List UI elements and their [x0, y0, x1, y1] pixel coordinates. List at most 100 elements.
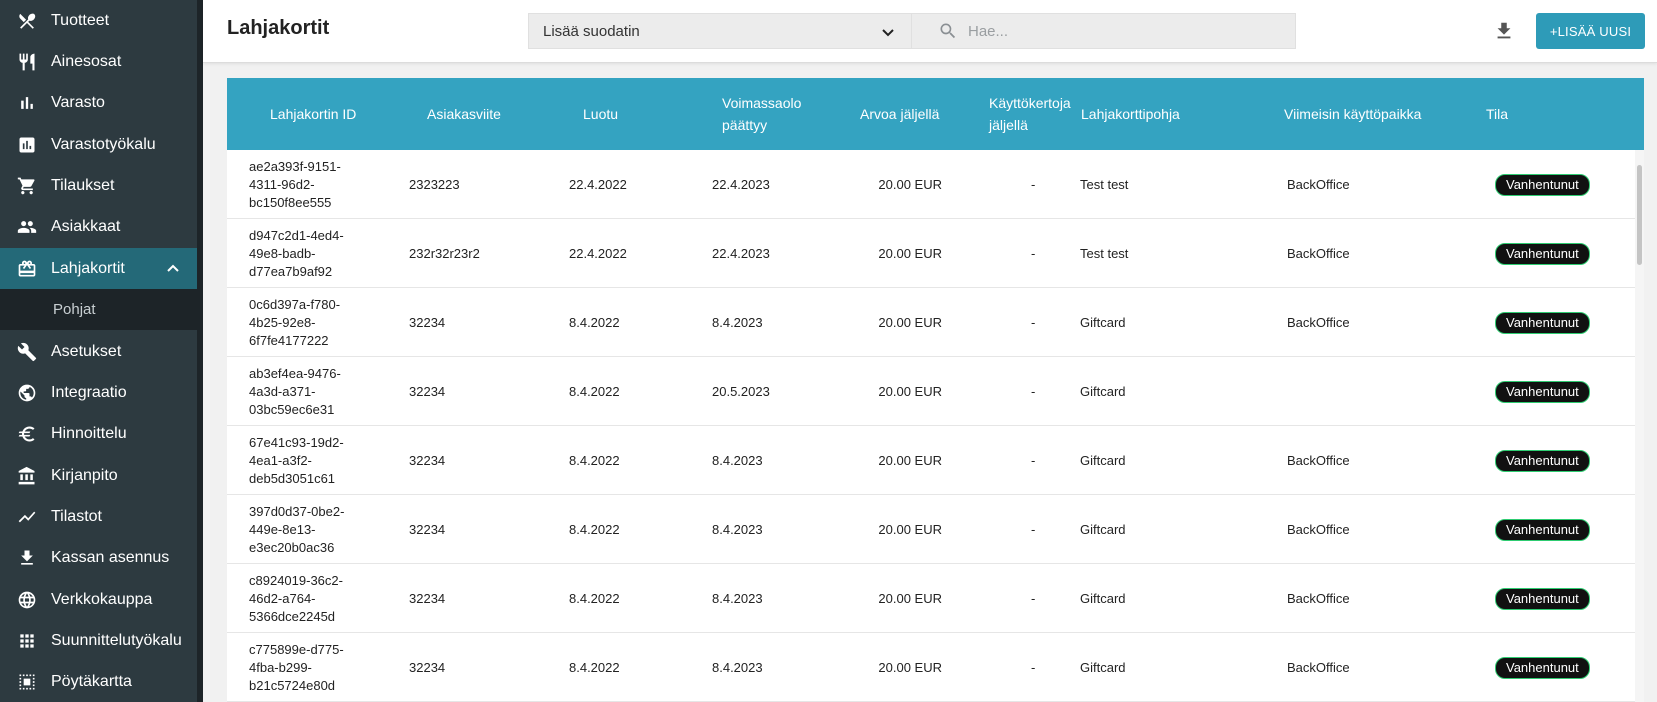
cell-customer-ref: 32234 [409, 522, 446, 537]
cell-template: Test test [1080, 177, 1129, 192]
sidebar-item-varasto[interactable]: Varasto [0, 82, 197, 123]
cell-valid-until: 8.4.2023 [712, 522, 763, 537]
sidebar-item-label: Tilastot [51, 507, 102, 525]
cell-id: ab3ef4ea-9476- 4a3d-a371- 03bc59ec6e31 [249, 365, 341, 417]
bar-chart-icon [16, 92, 38, 114]
table-row[interactable]: 0c6d397a-f780- 4b25-92e8- 6f7fe4177222 322… [227, 288, 1635, 357]
sidebar-subitem-label: Pohjat [53, 301, 96, 318]
table-row[interactable]: ab3ef4ea-9476- 4a3d-a371- 03bc59ec6e31 322… [227, 357, 1635, 426]
sidebar-item-asetukset[interactable]: Asetukset [0, 331, 197, 372]
table-row[interactable]: c775899e-d775- 4fba-b299- b21c5724e80d 322… [227, 633, 1635, 702]
sidebar-item-asiakkaat[interactable]: Asiakkaat [0, 206, 197, 247]
sidebar-item-label: Pöytäkartta [51, 672, 132, 690]
sidebar-item-ainesosat[interactable]: Ainesosat [0, 41, 197, 82]
sidebar-scrollbar[interactable] [197, 0, 203, 702]
cell-id: c8924019-36c2- 46d2-a764- 5366dce2245d [249, 572, 343, 624]
status-badge: Vanhentunut [1495, 173, 1590, 196]
cell-id: ae2a393f-9151- 4311-96d2- bc150f8ee555 [249, 158, 341, 210]
table-scrollbar-thumb[interactable] [1637, 165, 1642, 265]
sidebar-item-poytakartta[interactable]: Pöytäkartta [0, 661, 197, 702]
sidebar-item-label: Verkkokauppa [51, 590, 153, 608]
table-scrollbar[interactable] [1635, 150, 1644, 702]
cell-valid-until: 22.4.2023 [712, 177, 770, 192]
cell-id: 0c6d397a-f780- 4b25-92e8- 6f7fe4177222 [249, 296, 341, 348]
column-header-uses-left[interactable]: Käyttökertoja jäljellä [989, 95, 1071, 133]
sidebar-item-label: Suunnittelutyökalu [51, 631, 182, 649]
cell-uses-left: - [1031, 453, 1036, 468]
sidebar-item-label: Lahjakortit [51, 259, 125, 277]
cell-last-used: BackOffice [1287, 591, 1350, 606]
cell-customer-ref: 2323223 [409, 177, 460, 192]
cell-customer-ref: 232r32r23r2 [409, 246, 480, 261]
trend-line-icon [16, 506, 38, 528]
table-row[interactable]: ae2a393f-9151- 4311-96d2- bc150f8ee555 232… [227, 150, 1635, 219]
sidebar-item-kassan-asennus[interactable]: Kassan asennus [0, 537, 197, 578]
cell-value-left: 20.00 EUR [878, 384, 942, 399]
cell-valid-until: 8.4.2023 [712, 591, 763, 606]
search-field[interactable] [911, 13, 1296, 49]
cell-value-left: 20.00 EUR [878, 591, 942, 606]
cell-last-used: BackOffice [1287, 246, 1350, 261]
cell-created: 8.4.2022 [569, 522, 620, 537]
search-input[interactable] [968, 22, 1268, 40]
table-row[interactable]: 397d0d37-0be2- 449e-8e13- e3ec20b0ac36 322… [227, 495, 1635, 564]
cell-status: Vanhentunut [1495, 288, 1590, 357]
sidebar: Tuotteet Ainesosat Varasto Varastotyökal… [0, 0, 203, 702]
column-header-last-used[interactable]: Viimeisin käyttöpaikka [1284, 106, 1422, 122]
cell-status: Vanhentunut [1495, 495, 1590, 564]
cell-created: 8.4.2022 [569, 591, 620, 606]
sidebar-item-hinnoittelu[interactable]: Hinnoittelu [0, 413, 197, 454]
cell-id: 67e41c93-19d2- 4ea1-a3f2- deb5d3051c61 [249, 434, 344, 486]
download-button[interactable] [1493, 20, 1515, 42]
sidebar-item-varastotyokalu[interactable]: Varastotyökalu [0, 124, 197, 165]
table-row[interactable]: c8924019-36c2- 46d2-a764- 5366dce2245d 322… [227, 564, 1635, 633]
gift-card-icon [16, 258, 38, 280]
cell-value-left: 20.00 EUR [878, 453, 942, 468]
sidebar-item-tilaukset[interactable]: Tilaukset [0, 165, 197, 206]
cell-uses-left: - [1031, 177, 1036, 192]
column-header-template[interactable]: Lahjakorttipohja [1081, 106, 1180, 122]
sidebar-item-integraatio[interactable]: Integraatio [0, 372, 197, 413]
wrench-icon [16, 341, 38, 363]
column-header-created[interactable]: Luotu [583, 106, 619, 122]
cell-id: 397d0d37-0be2- 449e-8e13- e3ec20b0ac36 [249, 503, 345, 555]
cutlery-icon [16, 10, 38, 32]
column-header-valid-until[interactable]: Voimassaolo päättyy [722, 95, 802, 133]
sidebar-item-verkkokauppa[interactable]: Verkkokauppa [0, 579, 197, 620]
bank-icon [16, 465, 38, 487]
sidebar-item-kirjanpito[interactable]: Kirjanpito [0, 455, 197, 496]
sidebar-item-tuotteet[interactable]: Tuotteet [0, 0, 197, 41]
column-header-status[interactable]: Tila [1486, 106, 1509, 122]
sidebar-item-lahjakortit[interactable]: Lahjakortit [0, 248, 197, 289]
sidebar-item-tilastot[interactable]: Tilastot [0, 496, 197, 537]
cell-uses-left: - [1031, 384, 1036, 399]
column-header-customer-ref[interactable]: Asiakasviite [427, 106, 501, 122]
globe-icon [16, 589, 38, 611]
status-badge: Vanhentunut [1495, 656, 1590, 679]
sidebar-subitem-pohjat[interactable]: Pohjat [0, 289, 197, 330]
add-filter-dropdown[interactable]: Lisää suodatin [528, 13, 913, 49]
cell-status: Vanhentunut [1495, 426, 1590, 495]
cell-value-left: 20.00 EUR [878, 177, 942, 192]
cell-template: Test test [1080, 246, 1129, 261]
cell-uses-left: - [1031, 660, 1036, 675]
table-row[interactable]: d947c2d1-4ed4- 49e8-badb-d77ea7b9af92 232… [227, 219, 1635, 288]
column-header-value-left[interactable]: Arvoa jäljellä [860, 106, 940, 122]
cell-created: 8.4.2022 [569, 315, 620, 330]
column-header-id[interactable]: Lahjakortin ID [270, 106, 357, 122]
cell-value-left: 20.00 EUR [878, 660, 942, 675]
add-new-button[interactable]: +LISÄÄ UUSI [1536, 13, 1645, 49]
cell-status: Vanhentunut [1495, 564, 1590, 633]
sidebar-item-label: Kirjanpito [51, 466, 118, 484]
cell-uses-left: - [1031, 591, 1036, 606]
cell-template: Giftcard [1080, 591, 1126, 606]
sidebar-item-label: Asiakkaat [51, 217, 121, 235]
table-map-icon [16, 671, 38, 693]
status-badge: Vanhentunut [1495, 518, 1590, 541]
table-row[interactable]: 67e41c93-19d2- 4ea1-a3f2- deb5d3051c61 322… [227, 426, 1635, 495]
cell-last-used: BackOffice [1287, 315, 1350, 330]
download-icon [1493, 22, 1515, 46]
cell-valid-until: 22.4.2023 [712, 246, 770, 261]
sidebar-item-suunnittelutyokalu[interactable]: Suunnittelutyökalu [0, 620, 197, 661]
chevron-down-icon [882, 25, 894, 37]
